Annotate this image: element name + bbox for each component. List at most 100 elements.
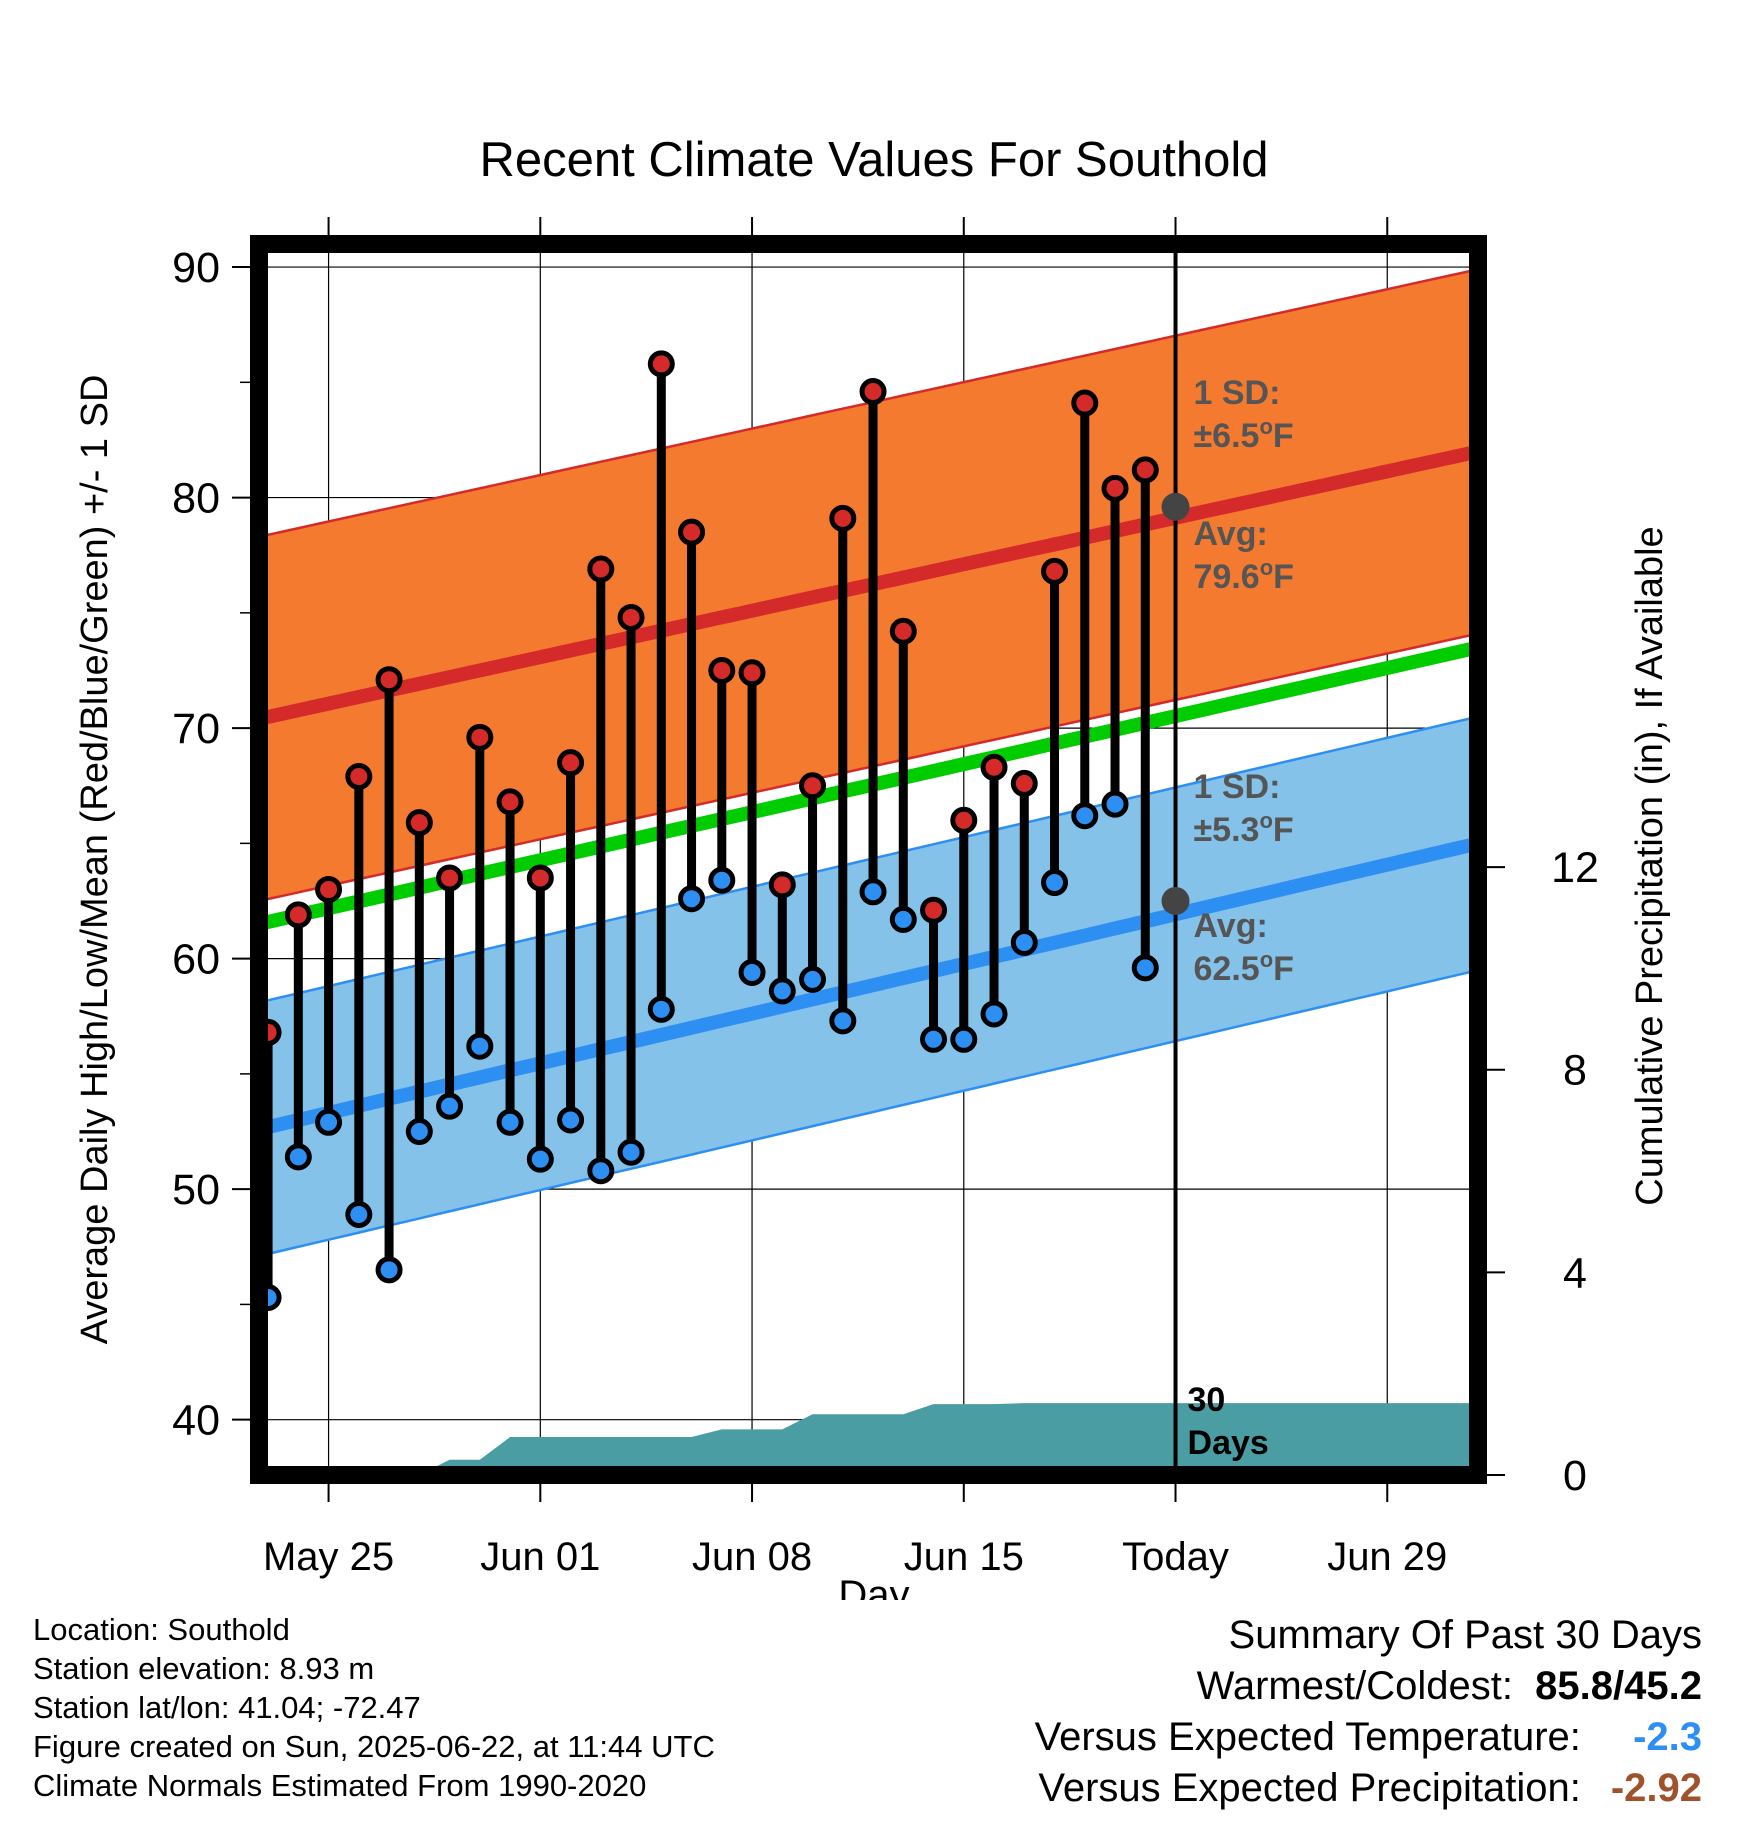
x-tick-label: Jun 08 (692, 1535, 812, 1579)
daily-low-point (587, 1157, 615, 1185)
daily-low-point (738, 958, 766, 986)
y-tick-label: 40 (172, 1397, 220, 1445)
daily-high-point (799, 772, 827, 800)
daily-low-point (1041, 869, 1069, 897)
warm-cold-value: 85.8/45.2 (1535, 1664, 1702, 1708)
summary-heading: Summary Of Past 30 Days (1228, 1613, 1702, 1657)
daily-high-point (436, 864, 464, 892)
daily-high-point (405, 809, 433, 837)
daily-low-point (678, 885, 706, 913)
x-tick-label: May 25 (263, 1535, 394, 1579)
daily-low-point (466, 1032, 494, 1060)
x-tick-label: Today (1122, 1535, 1229, 1579)
y2-tick-label: 4 (1563, 1249, 1587, 1297)
days-number-label: 30 (1188, 1381, 1226, 1419)
y-axis-label: Average Daily High/Low/Mean (Red/Blue/Gr… (74, 375, 116, 1345)
precipitation-area (259, 1403, 1478, 1475)
daily-low-point (829, 1007, 857, 1035)
daily-low-point (920, 1025, 948, 1053)
daily-low-point (768, 977, 796, 1005)
temp-departure-label: Versus Expected Temperature: (1034, 1715, 1581, 1759)
y-tick-label: 60 (172, 936, 220, 984)
plot-frame (250, 235, 1487, 1484)
x-tick-label: Jun 29 (1327, 1535, 1447, 1579)
daily-low-point (1010, 928, 1038, 956)
summary-warm-cold: Warmest/Coldest: 85.8/45.2 (1035, 1661, 1702, 1712)
low-sd-upper-edge (258, 715, 1479, 1004)
low-avg-label: Avg: (1194, 907, 1268, 945)
summary-temp: Versus Expected Temperature: -2.3 (1035, 1712, 1702, 1763)
daily-high-point (466, 723, 494, 751)
normals-text: Climate Normals Estimated From 1990-2020 (33, 1768, 647, 1803)
daily-high-point (1071, 389, 1099, 417)
daily-low-point (405, 1118, 433, 1146)
daily-high-point (1131, 456, 1159, 484)
daily-high-point (889, 617, 917, 645)
daily-high-point (557, 749, 585, 777)
summary-panel: Summary Of Past 30 Days Warmest/Coldest:… (1035, 1610, 1702, 1814)
x-tick-label: Jun 01 (480, 1535, 600, 1579)
daily-low-point (345, 1201, 373, 1229)
x-tick-label: Jun 15 (904, 1535, 1024, 1579)
daily-low-point (284, 1143, 312, 1171)
daily-low-point (708, 866, 736, 894)
daily-high-point (587, 555, 615, 583)
daily-high-point (345, 763, 373, 791)
daily-high-point (920, 896, 948, 924)
daily-low-point (557, 1106, 585, 1134)
daily-low-point (980, 1000, 1008, 1028)
daily-high-point (980, 753, 1008, 781)
daily-low-point (617, 1138, 645, 1166)
low-sd-label: 1 SD: (1194, 768, 1281, 806)
daily-high-point (678, 518, 706, 546)
temp-departure-value: -2.3 (1633, 1715, 1702, 1759)
high-avg-value: 79.6oF (1194, 555, 1294, 596)
daily-low-point (799, 965, 827, 993)
daily-low-point (1101, 790, 1129, 818)
elevation-text: Station elevation: 8.93 m (33, 1651, 375, 1686)
y-tick-label: 50 (172, 1166, 220, 1214)
y2-axis-label: Cumulative Precipitation (in), If Availa… (1629, 526, 1671, 1205)
y2-tick-label: 0 (1563, 1452, 1587, 1500)
daily-high-point (526, 864, 554, 892)
high-sd-lower-edge (258, 632, 1479, 903)
daily-low-point (375, 1256, 403, 1284)
daily-high-point (375, 666, 403, 694)
daily-high-point (647, 350, 675, 378)
daily-low-point (436, 1092, 464, 1120)
high-average-line (257, 444, 1480, 726)
today-low-average-point (1161, 886, 1190, 915)
latlon-text: Station lat/lon: 41.04; -72.47 (33, 1690, 421, 1725)
station-info: Location: Southold Station elevation: 8.… (33, 1610, 715, 1805)
daily-low-point (496, 1108, 524, 1136)
daily-high-point (829, 504, 857, 532)
low-average-line (257, 836, 1480, 1137)
daily-high-point (708, 656, 736, 684)
daily-high-point (768, 871, 796, 899)
precip-departure-label: Versus Expected Precipitation: (1038, 1766, 1581, 1810)
low-sd-lower-edge (258, 968, 1479, 1258)
y2-tick-label: 12 (1551, 844, 1599, 892)
y-tick-label: 90 (172, 244, 220, 292)
daily-high-point (738, 659, 766, 687)
high-sd-label: 1 SD: (1194, 374, 1281, 412)
low-avg-value: 62.5oF (1194, 947, 1294, 988)
y2-tick-label: 8 (1563, 1047, 1587, 1095)
daily-high-point (859, 378, 887, 406)
daily-high-point (1041, 557, 1069, 585)
daily-high-point (315, 875, 343, 903)
y-tick-label: 80 (172, 475, 220, 523)
daily-low-point (647, 995, 675, 1023)
y-tick-label: 70 (172, 705, 220, 753)
location-text: Location: Southold (33, 1612, 290, 1647)
daily-low-point (1071, 802, 1099, 830)
daily-low-point (315, 1108, 343, 1136)
precip-departure-value: -2.92 (1610, 1766, 1702, 1810)
created-text: Figure created on Sun, 2025-06-22, at 11… (33, 1729, 715, 1764)
daily-high-point (950, 806, 978, 834)
low-sd-value: ±5.3oF (1194, 808, 1294, 849)
daily-low-point (859, 878, 887, 906)
daily-high-point (1010, 769, 1038, 797)
high-sd-value: ±6.5oF (1194, 414, 1294, 455)
